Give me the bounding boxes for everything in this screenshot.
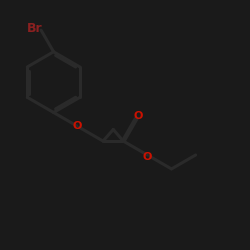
Text: O: O xyxy=(72,121,82,131)
Text: O: O xyxy=(134,111,143,121)
Text: Br: Br xyxy=(27,22,42,35)
Text: O: O xyxy=(143,152,152,162)
